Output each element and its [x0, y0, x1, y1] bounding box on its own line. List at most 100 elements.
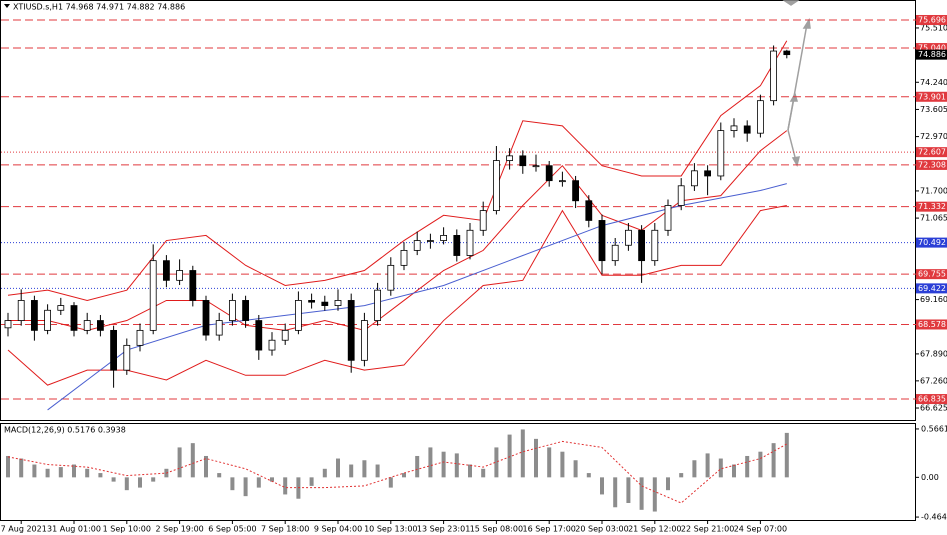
level-label-box [916, 43, 947, 54]
y-tick-label: 72.970 [920, 132, 947, 141]
candle-body [677, 185, 685, 206]
macd-bar [45, 468, 50, 478]
indicator-line [7, 204, 787, 386]
macd-bar [58, 467, 63, 478]
candle-body [387, 264, 395, 291]
candle-body [30, 300, 38, 331]
level-label: 70.492 [918, 238, 946, 247]
candle-body [453, 235, 461, 256]
macd-bar [454, 453, 459, 478]
candle-body [743, 125, 751, 134]
indicator-line [47, 183, 787, 411]
macd-y-tick-label: -0.4646 [921, 513, 947, 522]
macd-y-tick-label: 0.5661 [921, 424, 947, 433]
macd-label: MACD(12,26,9) 0.5176 0.3938 [4, 426, 126, 435]
macd-bar [138, 477, 142, 488]
macd-bar [402, 473, 406, 478]
x-tick-label: 1 Sep 10:00 [103, 525, 151, 534]
candle-body [4, 320, 12, 329]
level-label-box [916, 237, 947, 248]
macd-bar [507, 434, 512, 478]
candle-body [321, 301, 329, 306]
level-label: 68.578 [918, 320, 946, 329]
macd-bar [494, 447, 499, 478]
candle-body [97, 320, 104, 331]
level-label: 73.901 [918, 92, 946, 101]
level-label: 66.835 [918, 395, 946, 404]
chart-title: XTIUSD.s,H1 74.968 74.971 74.882 74.886 [13, 3, 185, 12]
level-label: 69.755 [918, 270, 946, 279]
macd-bar [560, 451, 565, 478]
macd-bar [639, 477, 644, 510]
macd-bar [32, 464, 37, 478]
candle-body [83, 320, 91, 331]
macd-bar [256, 477, 261, 488]
macd-bar [784, 432, 789, 478]
indicator-line [7, 40, 788, 301]
macd-bar [309, 477, 314, 486]
candle-body [691, 170, 698, 187]
candle-body [466, 229, 474, 256]
candle-body [585, 200, 593, 221]
macd-bar [652, 477, 657, 512]
macd-bar [190, 443, 195, 478]
macd-bar [586, 473, 591, 478]
y-tick-label: 67.890 [920, 349, 947, 358]
macd-bar [718, 458, 723, 478]
candle-body [545, 165, 553, 182]
macd-bar [19, 458, 24, 478]
price-label: 74.886 [918, 50, 946, 59]
x-tick-label: 10 Sep 13:00 [364, 525, 417, 534]
candle-body [638, 229, 645, 262]
candle-body [783, 50, 791, 56]
x-tick-label: 24 Sep 07:00 [734, 525, 787, 534]
macd-bar [520, 429, 525, 478]
macd-bar [441, 451, 446, 478]
candle-body [70, 305, 78, 331]
candle-body [281, 329, 289, 341]
level-label: 75.696 [918, 15, 946, 24]
candle-body [730, 125, 738, 132]
candle-body [294, 300, 302, 331]
macd-bar [758, 451, 763, 478]
macd-bar [336, 458, 340, 478]
macd-bar [204, 455, 208, 478]
candle-body [559, 180, 566, 183]
candle-body [374, 289, 382, 321]
level-label: 72.308 [918, 160, 946, 169]
macd-bar [679, 473, 684, 478]
candle-body [440, 235, 448, 241]
macd-bar [85, 468, 90, 478]
candle-body [611, 244, 619, 262]
x-tick-label: 20 Sep 03:00 [575, 525, 628, 534]
candle-body [136, 329, 144, 346]
x-tick-label: 2 Sep 19:00 [155, 525, 203, 534]
level-label-box [916, 394, 947, 405]
macd-bar [626, 477, 631, 503]
candle-body [664, 205, 672, 231]
main-frame [0, 0, 916, 421]
candle-body [757, 100, 764, 134]
price-label-box [916, 49, 947, 60]
candle-body [242, 300, 250, 321]
macd-bar [349, 464, 354, 478]
macd-bar [428, 447, 433, 478]
macd-bar [705, 453, 710, 478]
macd-bar [98, 473, 103, 478]
level-label: 72.607 [918, 148, 946, 157]
x-tick-label: 21 Sep 12:00 [628, 525, 681, 534]
macd-bar [151, 477, 156, 482]
macd-bar [468, 464, 472, 478]
candle-body [532, 165, 540, 168]
macd-bar [547, 447, 552, 478]
macd-bar [692, 460, 697, 478]
macd-bar [362, 460, 367, 478]
macd-bar [217, 473, 222, 478]
candle-body [347, 300, 355, 361]
candle-body [215, 320, 223, 336]
macd-bar [534, 438, 538, 478]
x-tick-label: 16 Sep 17:00 [522, 525, 575, 534]
candle-body [228, 300, 236, 321]
macd-bar [72, 464, 76, 478]
